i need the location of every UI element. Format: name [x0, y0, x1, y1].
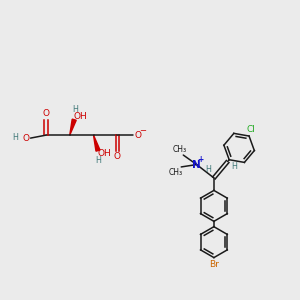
Text: H: H	[12, 133, 18, 142]
Text: +: +	[198, 155, 204, 164]
Text: N: N	[192, 160, 201, 170]
Polygon shape	[94, 135, 100, 151]
Polygon shape	[70, 119, 76, 135]
Text: CH₃: CH₃	[169, 168, 183, 177]
Text: OH: OH	[74, 112, 88, 121]
Text: O: O	[114, 152, 121, 161]
Text: H: H	[96, 157, 101, 166]
Text: O: O	[22, 134, 30, 142]
Text: OH: OH	[98, 149, 111, 158]
Text: −: −	[139, 126, 146, 135]
Text: CH₃: CH₃	[173, 145, 187, 154]
Text: O: O	[43, 109, 50, 118]
Text: Br: Br	[209, 260, 219, 268]
Text: H: H	[72, 105, 78, 114]
Text: H: H	[231, 162, 237, 171]
Text: H: H	[205, 164, 211, 173]
Text: Cl: Cl	[246, 125, 255, 134]
Text: O: O	[135, 130, 142, 140]
